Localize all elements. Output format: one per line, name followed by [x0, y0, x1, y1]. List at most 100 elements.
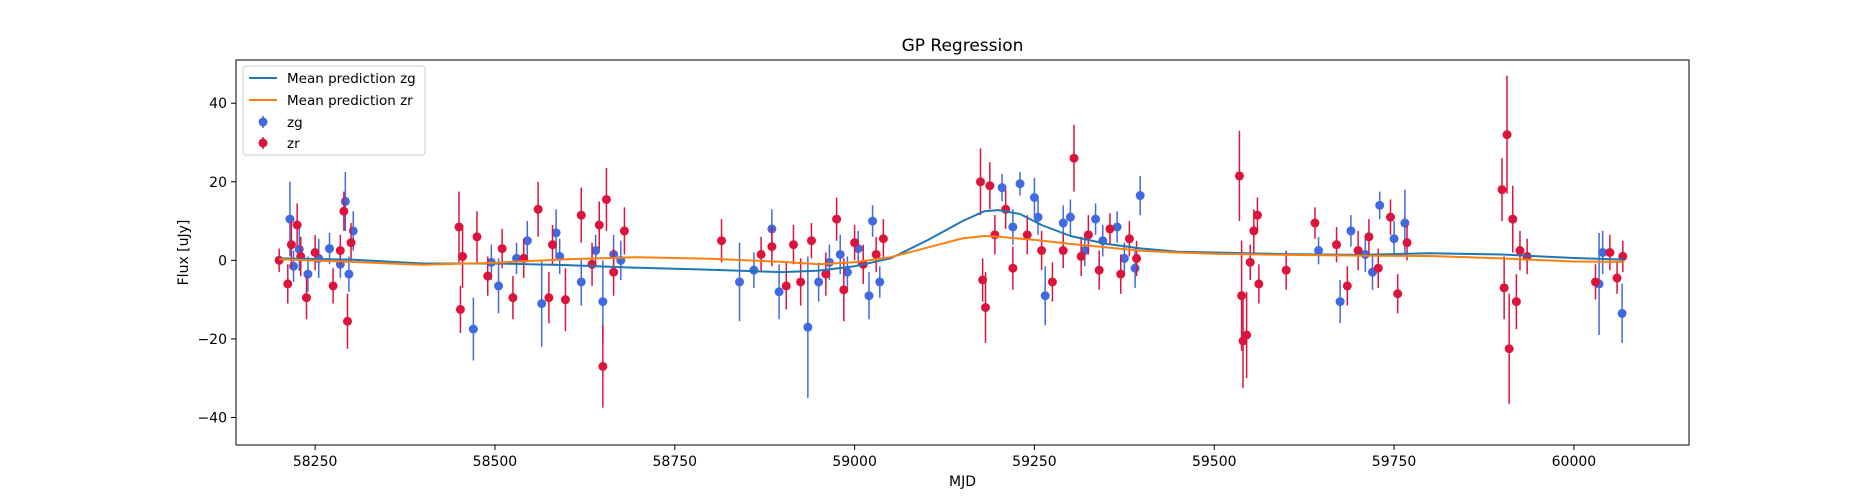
plot-frame	[235, 59, 1690, 446]
data-point-zr	[544, 272, 554, 324]
data-point-zr	[292, 203, 302, 247]
data-marker	[609, 267, 619, 277]
data-point-zg	[1015, 171, 1025, 196]
data-marker	[1047, 277, 1057, 287]
data-point-zr	[598, 325, 608, 408]
data-marker	[1504, 344, 1514, 354]
plot-background	[236, 60, 1689, 445]
data-point-zr	[832, 197, 842, 241]
data-marker	[1389, 234, 1399, 244]
data-point-zg	[522, 221, 532, 261]
data-marker	[1393, 289, 1403, 299]
data-point-zr	[1234, 130, 1244, 222]
data-marker	[587, 259, 597, 269]
data-point-zr	[1281, 250, 1291, 290]
line-mean-prediction-zr	[279, 235, 1625, 266]
legend-box	[242, 65, 426, 156]
data-marker	[294, 244, 304, 254]
data-point-zr	[533, 181, 543, 237]
data-marker	[1342, 281, 1352, 291]
x-tick-label: 59250	[1012, 454, 1057, 470]
data-marker	[1310, 218, 1320, 228]
data-point-zr	[1076, 236, 1086, 277]
data-marker	[339, 206, 349, 216]
data-marker	[1130, 263, 1140, 273]
data-point-zr	[560, 268, 570, 332]
data-marker	[814, 277, 824, 287]
data-marker	[1281, 265, 1291, 275]
data-point-zg	[591, 234, 601, 267]
data-point-zr	[1069, 124, 1079, 192]
data-marker	[344, 269, 354, 279]
data-point-zg	[1617, 283, 1627, 343]
data-marker	[875, 277, 885, 287]
data-marker	[598, 361, 608, 371]
data-point-zr	[1385, 199, 1395, 235]
data-marker	[1254, 279, 1264, 289]
data-point-zr	[1310, 207, 1320, 239]
data-marker	[1612, 273, 1622, 283]
data-point-zr	[283, 264, 293, 304]
data-marker	[340, 196, 350, 206]
data-point-zr	[619, 207, 629, 255]
data-point-zr	[985, 162, 995, 210]
data-point-zr	[839, 258, 849, 322]
data-marker	[1037, 246, 1047, 256]
data-point-zr	[508, 276, 518, 320]
data-marker	[1091, 214, 1101, 224]
data-marker	[781, 281, 791, 291]
data-point-zr	[1083, 215, 1093, 255]
data-marker	[871, 249, 881, 259]
data-marker	[1105, 224, 1115, 234]
data-point-zr	[975, 148, 985, 216]
data-point-zr	[1511, 274, 1521, 330]
data-point-zr	[1502, 75, 1512, 194]
data-point-zr	[310, 234, 320, 271]
x-tick-label: 59000	[832, 454, 877, 470]
data-marker	[1083, 230, 1093, 240]
data-marker	[850, 238, 860, 248]
data-marker	[821, 269, 831, 279]
data-marker	[1022, 230, 1032, 240]
data-point-zr	[878, 219, 888, 259]
data-marker	[325, 244, 335, 254]
data-marker	[598, 297, 608, 307]
data-marker	[1249, 226, 1259, 236]
data-point-zr	[547, 225, 557, 265]
data-point-zr	[609, 248, 619, 296]
data-marker	[1242, 330, 1252, 340]
data-marker	[868, 216, 878, 226]
data-marker	[774, 287, 784, 297]
data-marker	[806, 236, 816, 246]
data-marker	[1515, 246, 1525, 256]
data-marker	[547, 240, 557, 250]
data-point-zr	[328, 268, 338, 304]
legend-marker-swatch	[258, 138, 268, 148]
legend-label: zr	[287, 136, 300, 152]
data-point-zr	[1245, 244, 1255, 280]
y-tick-label: −20	[197, 332, 227, 348]
x-axis-label: MJD	[949, 474, 976, 490]
data-point-zg	[774, 264, 784, 320]
data-marker	[1617, 308, 1627, 318]
data-marker	[576, 277, 586, 287]
data-marker	[1245, 257, 1255, 267]
data-point-zr	[981, 272, 991, 343]
data-marker	[990, 230, 1000, 240]
data-marker	[494, 281, 504, 291]
data-point-zr	[1612, 262, 1622, 294]
data-point-zr	[1022, 215, 1032, 255]
data-marker	[1364, 232, 1374, 242]
data-marker	[842, 267, 852, 277]
data-marker	[803, 322, 813, 332]
data-point-zr	[1094, 250, 1104, 290]
data-marker	[468, 324, 478, 334]
data-point-zg	[842, 256, 852, 288]
data-marker	[997, 183, 1007, 193]
data-marker	[1040, 291, 1050, 301]
data-point-zg	[468, 297, 478, 361]
data-point-zg	[735, 242, 745, 322]
data-marker	[454, 222, 464, 232]
legend-label: Mean prediction zr	[287, 93, 413, 109]
